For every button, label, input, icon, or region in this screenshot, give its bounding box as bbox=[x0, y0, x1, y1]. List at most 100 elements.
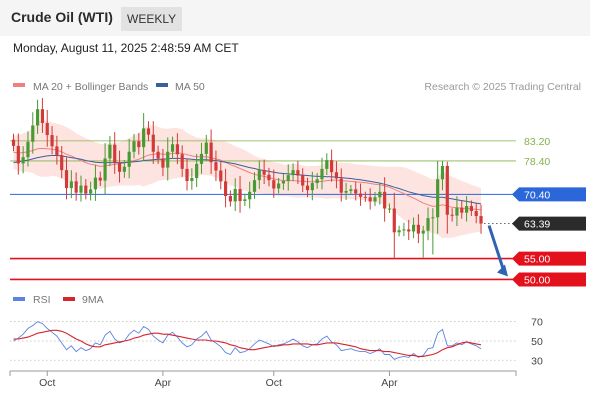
candle-body bbox=[431, 217, 435, 219]
candle-body bbox=[310, 183, 314, 191]
candle-body bbox=[320, 168, 324, 180]
rsi-ma-line bbox=[13, 329, 482, 357]
candle-body bbox=[195, 163, 199, 179]
candle-body bbox=[421, 230, 425, 234]
candle-body bbox=[204, 142, 208, 154]
timeframe-button[interactable]: WEEKLY bbox=[121, 7, 183, 31]
candle-body bbox=[286, 175, 290, 181]
candle-body bbox=[474, 211, 478, 217]
candle-body bbox=[277, 183, 281, 189]
candle-body bbox=[93, 177, 98, 190]
candle-body bbox=[445, 165, 449, 215]
main-legend: MA 20 + Bollinger Bands MA 50 Research ©… bbox=[13, 81, 581, 93]
candle-body bbox=[243, 199, 247, 202]
candle-body bbox=[349, 189, 353, 191]
level-label-5: 50.00 bbox=[524, 274, 550, 286]
candle-body bbox=[21, 157, 25, 164]
ma20-line bbox=[13, 147, 482, 211]
candle-body bbox=[383, 191, 387, 209]
candle-body bbox=[354, 189, 358, 194]
candle-body bbox=[16, 145, 20, 164]
candle-body bbox=[397, 230, 401, 233]
candle-body bbox=[137, 141, 141, 148]
bollinger-band bbox=[13, 120, 481, 239]
candle-body bbox=[69, 181, 73, 189]
candle-body bbox=[233, 188, 237, 202]
level-label-0: 83.20 bbox=[524, 136, 550, 148]
projection-arrow bbox=[487, 225, 508, 277]
candle-body bbox=[238, 188, 242, 202]
candle-body bbox=[301, 175, 305, 186]
candle-body bbox=[122, 166, 126, 172]
candle-body bbox=[55, 146, 59, 156]
candle-body bbox=[161, 158, 165, 168]
legend-swatch-ma50 bbox=[156, 83, 168, 87]
x-axis-tick-label: Apr bbox=[155, 377, 172, 389]
candle-body bbox=[330, 160, 334, 173]
candle-body bbox=[411, 224, 416, 232]
level-tag-2 bbox=[512, 187, 586, 202]
candle-body bbox=[103, 158, 107, 181]
level-tag-5 bbox=[512, 272, 586, 287]
legend-label-ma50: MA 50 bbox=[175, 81, 205, 93]
x-axis-tick-label: Apr bbox=[381, 377, 398, 389]
candle-body bbox=[156, 151, 160, 159]
candle-body bbox=[460, 207, 464, 213]
rsi-line bbox=[13, 321, 482, 360]
candle-body bbox=[228, 196, 232, 202]
candle-body bbox=[315, 179, 319, 184]
legend-swatch-ma20 bbox=[13, 83, 25, 87]
level-label-2: 70.40 bbox=[524, 189, 550, 201]
x-axis: Oct Apr Oct Apr bbox=[9, 370, 517, 389]
candle-body bbox=[339, 178, 343, 193]
header-bar: Crude Oil (WTI) WEEKLY bbox=[0, 0, 590, 36]
instrument-title: Crude Oil (WTI) bbox=[11, 9, 113, 25]
rsi-tick-label: 70 bbox=[531, 317, 543, 329]
legend-label-ma20: MA 20 + Bollinger Bands bbox=[33, 81, 148, 93]
candle-body bbox=[170, 144, 175, 152]
candle-body bbox=[50, 135, 54, 147]
candle-body bbox=[368, 197, 372, 202]
candle-body bbox=[142, 128, 146, 148]
candle-body bbox=[175, 144, 179, 155]
candle-body bbox=[257, 170, 261, 181]
timestamp: Monday, August 11, 2025 2:48:59 AM CET bbox=[13, 41, 239, 55]
candle-body bbox=[45, 122, 49, 136]
candle-body bbox=[267, 174, 271, 181]
rsi-tick-label: 30 bbox=[531, 355, 543, 367]
candle-body bbox=[127, 151, 131, 167]
candle-body bbox=[407, 229, 411, 232]
candle-body bbox=[455, 207, 459, 216]
candle-body bbox=[440, 165, 445, 180]
projection-arrow-shaft bbox=[487, 225, 506, 272]
candle-body bbox=[262, 170, 266, 175]
candle-body bbox=[219, 170, 223, 182]
candle-body bbox=[31, 125, 35, 142]
candle-body bbox=[36, 109, 40, 126]
candle-body bbox=[358, 193, 363, 197]
level-tag-3 bbox=[512, 216, 586, 231]
level-label-3: 63.39 bbox=[524, 219, 550, 231]
candle-body bbox=[252, 180, 257, 192]
candle-body bbox=[214, 162, 218, 171]
legend-swatch-rsi bbox=[13, 297, 25, 301]
candle-body bbox=[387, 208, 392, 210]
candle-body bbox=[166, 151, 170, 168]
candle-body bbox=[479, 216, 483, 224]
x-axis-tick-label: Oct bbox=[39, 377, 55, 389]
candle-body bbox=[84, 185, 88, 194]
candle-body bbox=[209, 142, 213, 163]
candle-body bbox=[64, 170, 69, 189]
candle-body bbox=[378, 191, 382, 198]
candle-body bbox=[272, 180, 276, 189]
candle-body bbox=[60, 155, 64, 171]
level-labels: 83.20 78.40 70.40 63.39 55.00 50.00 bbox=[512, 136, 586, 287]
candle-body bbox=[450, 214, 454, 216]
candle-body bbox=[146, 128, 151, 135]
candle-body bbox=[281, 180, 286, 184]
candle-body bbox=[426, 218, 430, 231]
candle-body bbox=[113, 144, 117, 163]
bollinger-band-area bbox=[13, 120, 481, 239]
